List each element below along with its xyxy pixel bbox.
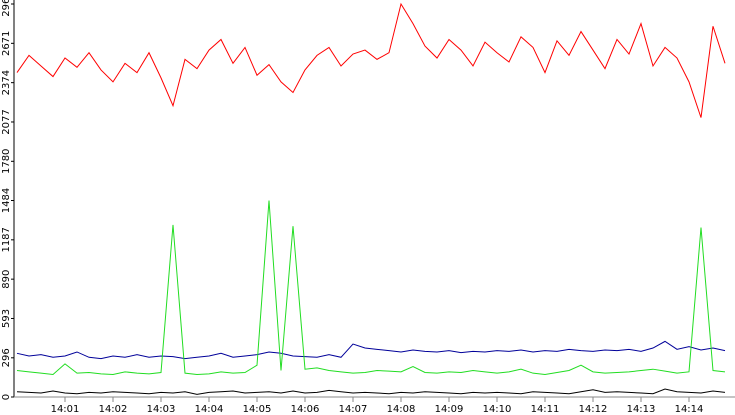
y-tick-label: 1780 (1, 149, 12, 174)
series-line (16, 340, 726, 360)
y-tick-label: 593 (1, 309, 12, 328)
series-line (16, 200, 726, 376)
x-tick-label: 14:07 (339, 404, 368, 415)
x-tick-label: 14:13 (627, 404, 656, 415)
y-tick-label: 2374 (1, 70, 12, 95)
series-line (16, 2, 726, 118)
x-tick-label: 14:14 (675, 404, 704, 415)
y-tick-label: 2671 (1, 31, 12, 56)
x-tick-label: 14:09 (435, 404, 464, 415)
series-line (16, 388, 726, 395)
x-tick-label: 14:03 (147, 404, 176, 415)
x-tick-label: 14:12 (579, 404, 608, 415)
x-tick-label: 14:06 (291, 404, 320, 415)
x-tick-label: 14:08 (387, 404, 416, 415)
x-tick-label: 14:11 (531, 404, 560, 415)
x-tick-label: 14:02 (99, 404, 128, 415)
x-tick-label: 14:04 (195, 404, 224, 415)
y-tick-label: 0 (1, 394, 12, 400)
y-tick-label: 1484 (1, 188, 12, 213)
x-tick-label: 14:05 (243, 404, 272, 415)
y-tick-label: 2968 (1, 0, 12, 17)
y-tick-label: 2077 (1, 109, 12, 134)
y-tick-label: 1187 (1, 227, 12, 252)
y-tick-label: 890 (1, 270, 12, 289)
x-tick-label: 14:01 (51, 404, 80, 415)
y-tick-label: 296 (1, 348, 12, 367)
x-tick-label: 14:10 (483, 404, 512, 415)
